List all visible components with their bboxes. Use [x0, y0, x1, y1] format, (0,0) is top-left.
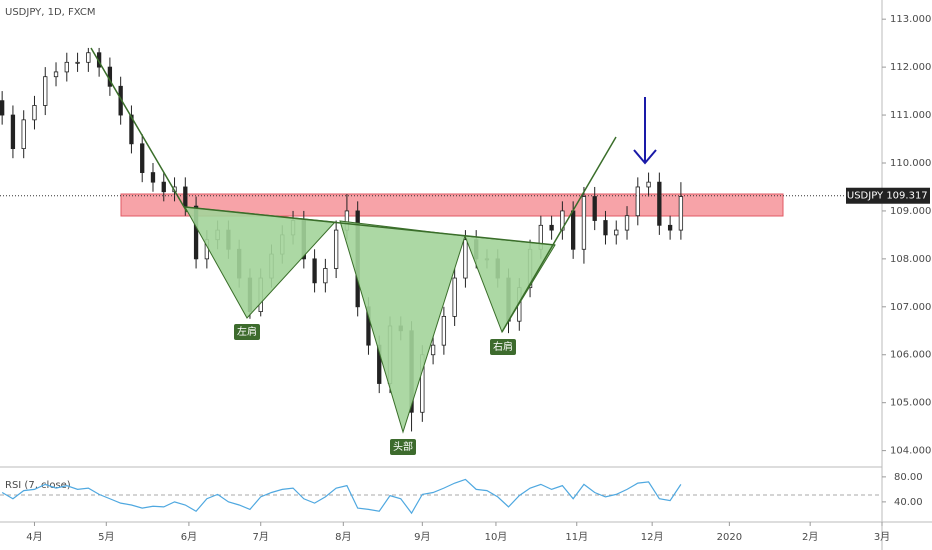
x-tick-label: 8月 — [335, 531, 351, 543]
candle-body — [463, 239, 468, 279]
y-tick-label: 110.000 — [890, 158, 931, 169]
pattern-label: 左肩 — [237, 325, 257, 338]
pattern-drawings — [90, 47, 657, 434]
y-tick-label: 111.000 — [890, 110, 931, 121]
candle-body — [614, 229, 619, 236]
y-tick-label: 108.000 — [890, 254, 931, 265]
candle-body — [441, 315, 447, 346]
candle-body — [43, 76, 48, 106]
last-price-label: 109.317 — [886, 191, 927, 202]
candle-body — [657, 181, 662, 226]
candle-body — [430, 344, 436, 356]
chart-title: USDJPY, 1D, FXCM — [5, 7, 96, 18]
candle-body — [140, 143, 145, 173]
neckline — [184, 206, 556, 246]
candle-body — [323, 268, 328, 284]
x-tick-label: 2020 — [717, 532, 742, 543]
x-tick-label: 6月 — [181, 531, 197, 543]
y-tick-label: 109.000 — [890, 206, 931, 217]
candle-body — [0, 100, 5, 116]
candle-body — [193, 205, 199, 260]
x-tick-label: 9月 — [414, 531, 430, 543]
candle-body — [635, 186, 640, 217]
symbol-label: USDJPY — [847, 191, 884, 202]
last-price-badge — [884, 187, 930, 204]
pattern-label-box — [490, 339, 516, 355]
candle-body — [75, 61, 80, 64]
candle-body — [592, 196, 597, 221]
y-tick-label: 105.000 — [890, 398, 931, 409]
rsi-line — [1, 478, 682, 515]
candle-body — [10, 114, 16, 150]
y-tick-label: 104.000 — [890, 446, 931, 457]
candle-body — [603, 220, 608, 236]
candle-body — [86, 52, 91, 63]
candle-body — [64, 61, 69, 73]
candle-body — [646, 181, 651, 188]
x-tick-label: 12月 — [641, 531, 664, 543]
x-tick-label: 10月 — [485, 531, 508, 543]
x-tick-label: 11月 — [565, 531, 588, 543]
candle-body — [452, 277, 457, 317]
candle-body — [667, 224, 673, 231]
candle-body — [53, 71, 59, 78]
downtrend-line — [90, 47, 188, 213]
candle-body — [624, 215, 630, 231]
candle-body — [571, 210, 576, 250]
resistance-zone — [120, 193, 784, 217]
x-tick-label: 2月 — [802, 531, 818, 543]
uptrend-line — [501, 136, 617, 333]
y-tick-label: 107.000 — [890, 302, 931, 313]
candle-body — [129, 114, 134, 145]
rsi-title: RSI (7, close) — [5, 480, 71, 491]
candle-body — [150, 172, 156, 183]
pattern-label-box — [390, 439, 416, 455]
pattern-label-box — [234, 324, 260, 340]
rsi-tick-label: 80.00 — [894, 472, 923, 483]
candle-body — [312, 258, 317, 284]
x-tick-label: 4月 — [26, 531, 42, 543]
y-tick-label: 106.000 — [890, 350, 931, 361]
x-tick-label: 5月 — [98, 531, 114, 543]
arrow-head — [633, 149, 657, 165]
candle-body — [678, 196, 684, 231]
pattern-label: 右肩 — [493, 340, 513, 353]
candle-body — [581, 196, 587, 250]
candle-body — [161, 181, 166, 193]
x-tick-label: 7月 — [253, 531, 269, 543]
candle-body — [183, 186, 188, 207]
candle-body — [333, 229, 339, 269]
y-tick-label: 112.000 — [890, 62, 931, 73]
y-tick-label: 113.000 — [890, 14, 931, 25]
candle-body — [549, 224, 554, 231]
candle-body — [32, 105, 37, 121]
x-tick-label: 3月 — [874, 531, 890, 543]
candle-body — [21, 119, 26, 150]
symbol-badge — [846, 187, 884, 204]
rsi-tick-label: 40.00 — [894, 497, 923, 508]
head-area — [339, 220, 466, 434]
pattern-label: 头部 — [393, 440, 413, 453]
